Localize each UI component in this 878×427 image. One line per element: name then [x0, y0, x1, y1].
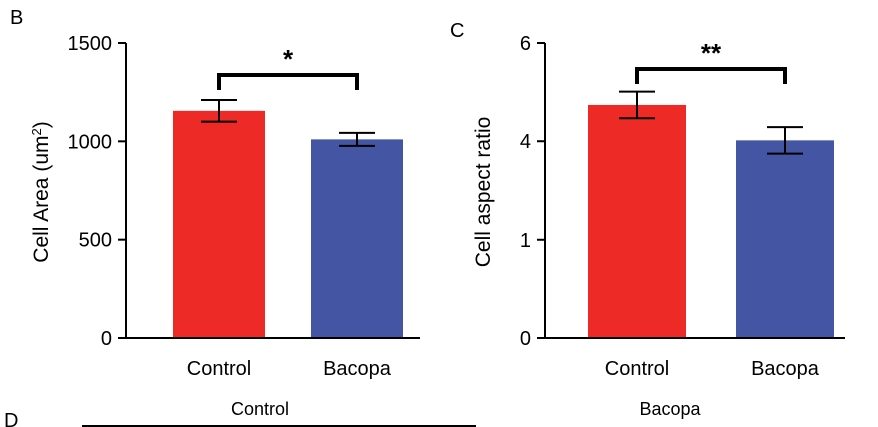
area-category-label-control: Control [187, 358, 251, 380]
aspect-significance-marker: ** [701, 38, 722, 68]
area-y-tick-label: 0 [101, 328, 112, 350]
cell-area-chart: Cell Area (um2) 0 500 1000 1500 Control Bacop… [29, 33, 420, 380]
cell-aspect-ratio-chart: Cell aspect ratio 0 1 4 6 Control Bacopa ** [472, 33, 845, 380]
aspect-category-label-control: Control [605, 358, 669, 380]
area-bar-bacopa [311, 139, 403, 338]
area-bar-control [173, 110, 265, 338]
area-category-label-bacopa: Bacopa [323, 358, 392, 380]
area-significance-bracket [217, 73, 359, 90]
aspect-significance-bracket [635, 67, 787, 84]
aspect-bar-bacopa [736, 140, 834, 338]
cell-area-axis-title: Cell Area (um2) [29, 121, 54, 262]
panel-letter-b: B [10, 7, 23, 29]
panel-letter-c: C [450, 20, 464, 42]
aspect-category-label-bacopa: Bacopa [751, 358, 820, 380]
aspect-y-tick-label: 0 [520, 328, 531, 350]
aspect-y-tick-label: 1 [520, 230, 531, 252]
cell-aspect-ratio-axis-title: Cell aspect ratio [472, 117, 495, 268]
area-significance-marker: * [283, 44, 294, 74]
panel-d-bacopa-label: Bacopa [639, 399, 701, 419]
aspect-bar-control [588, 104, 686, 338]
area-y-tick-label: 1000 [68, 131, 113, 153]
aspect-y-tick-label: 4 [520, 131, 531, 153]
aspect-y-tick-label: 6 [520, 33, 531, 55]
image-panel-d: Control Bacopa [82, 399, 702, 427]
area-y-tick-label: 500 [79, 230, 112, 252]
area-y-tick-label: 1500 [68, 33, 113, 55]
panel-d-control-label: Control [231, 399, 289, 419]
panel-letter-d: D [4, 410, 18, 427]
